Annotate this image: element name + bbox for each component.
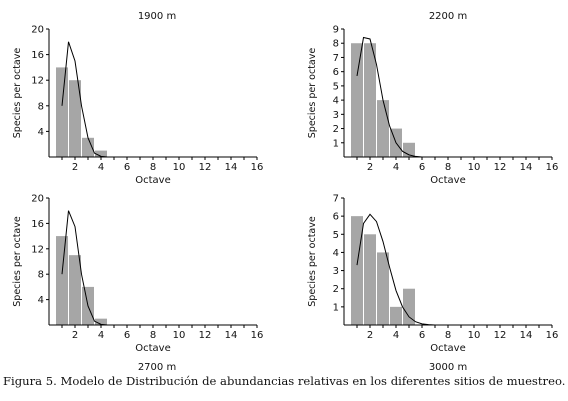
y-tick-label: 4 (38, 295, 44, 306)
x-tick-label: 2 (367, 330, 373, 341)
y-tick-label: 16 (31, 50, 44, 61)
x-axis-label: Octave (135, 343, 171, 354)
x-tick-label: 14 (520, 162, 533, 173)
x-tick-label: 2 (72, 330, 78, 341)
x-tick-label: 16 (546, 330, 559, 341)
fitted-curve (61, 210, 108, 326)
bar (364, 43, 376, 157)
x-tick-label: 6 (419, 162, 425, 173)
y-tick-label: 7 (333, 53, 339, 64)
x-tick-label: 8 (150, 162, 156, 173)
y-axis-label: Species per octave (307, 48, 318, 139)
bar (69, 255, 81, 325)
y-tick-label: 6 (333, 67, 339, 78)
bar (403, 288, 415, 325)
x-tick-label: 12 (199, 330, 212, 341)
x-axis-label: Octave (430, 175, 466, 186)
fitted-curve (356, 36, 423, 158)
y-tick-label: 2 (333, 284, 339, 295)
x-tick-label: 4 (393, 162, 399, 173)
y-tick-label: 16 (31, 219, 44, 230)
x-axis-label: Octave (135, 175, 171, 186)
bar (95, 318, 107, 325)
y-tick-label: 4 (333, 248, 339, 259)
x-tick-label: 10 (468, 330, 481, 341)
fitted-curve (356, 213, 436, 326)
y-tick-label: 2 (333, 124, 339, 135)
x-tick-label: 12 (494, 330, 507, 341)
y-tick-label: 12 (31, 76, 44, 87)
x-tick-label: 2 (72, 162, 78, 173)
x-tick-label: 6 (419, 330, 425, 341)
y-tick-label: 8 (333, 39, 339, 50)
x-tick-label: 10 (173, 330, 186, 341)
y-tick-label: 20 (31, 194, 44, 205)
y-tick-label: 1 (333, 138, 339, 149)
y-tick-label: 8 (38, 101, 44, 112)
y-tick-label: 3 (333, 110, 339, 121)
y-axis-label: Species per octave (307, 216, 318, 307)
x-tick-label: 4 (98, 162, 104, 173)
bar (377, 100, 389, 157)
bar (82, 137, 94, 157)
chart-title: 2700 m (138, 362, 176, 373)
x-tick-label: 2 (367, 162, 373, 173)
y-tick-label: 20 (31, 25, 44, 36)
x-tick-label: 14 (225, 162, 238, 173)
x-tick-label: 16 (546, 162, 559, 173)
y-tick-label: 7 (333, 194, 339, 205)
chart-panel-3: 2 4 6 8 10 12 14 16 4 8 12 16 20 2700 m Octave Species … (12, 194, 263, 374)
y-tick-label: 5 (333, 81, 339, 92)
x-tick-label: 4 (98, 330, 104, 341)
chart-title: 3000 m (429, 362, 467, 373)
y-tick-label: 4 (333, 96, 339, 107)
x-tick-label: 10 (173, 162, 186, 173)
x-tick-label: 8 (445, 162, 451, 173)
x-axis-label: Octave (430, 343, 466, 354)
bar (95, 150, 107, 157)
bar (56, 67, 68, 157)
x-tick-label: 10 (468, 162, 481, 173)
x-tick-label: 14 (520, 330, 533, 341)
x-tick-label: 16 (251, 330, 264, 341)
x-tick-label: 16 (251, 162, 264, 173)
bar (377, 252, 389, 325)
chart-panel-1: 2 4 6 8 10 12 14 16 4 8 12 16 20 1900 m Octave Species … (12, 11, 263, 186)
fitted-curve (61, 41, 108, 158)
y-axis-label: Species per octave (12, 48, 23, 139)
bar (69, 80, 81, 157)
y-axis-label: Species per octave (12, 216, 23, 307)
x-tick-label: 4 (393, 330, 399, 341)
bar (351, 43, 363, 157)
x-tick-label: 6 (124, 330, 130, 341)
y-tick-label: 4 (38, 127, 44, 138)
y-tick-label: 1 (333, 302, 339, 313)
x-tick-label: 8 (150, 330, 156, 341)
x-tick-label: 12 (199, 162, 212, 173)
x-tick-label: 14 (225, 330, 238, 341)
x-tick-label: 12 (494, 162, 507, 173)
y-tick-label: 3 (333, 266, 339, 277)
y-tick-label: 6 (333, 212, 339, 223)
y-tick-label: 5 (333, 230, 339, 241)
bar (390, 306, 402, 325)
x-tick-label: 8 (445, 330, 451, 341)
bar (364, 234, 376, 325)
chart-title: 2200 m (429, 11, 467, 22)
bar (56, 236, 68, 325)
x-tick-label: 6 (124, 162, 130, 173)
y-tick-label: 9 (333, 25, 339, 36)
figure-caption: Figura 5. Modelo de Distribución de abun… (3, 374, 566, 388)
y-tick-label: 8 (38, 270, 44, 281)
y-tick-label: 12 (31, 244, 44, 255)
chart-title: 1900 m (138, 11, 176, 22)
bar (351, 216, 363, 325)
